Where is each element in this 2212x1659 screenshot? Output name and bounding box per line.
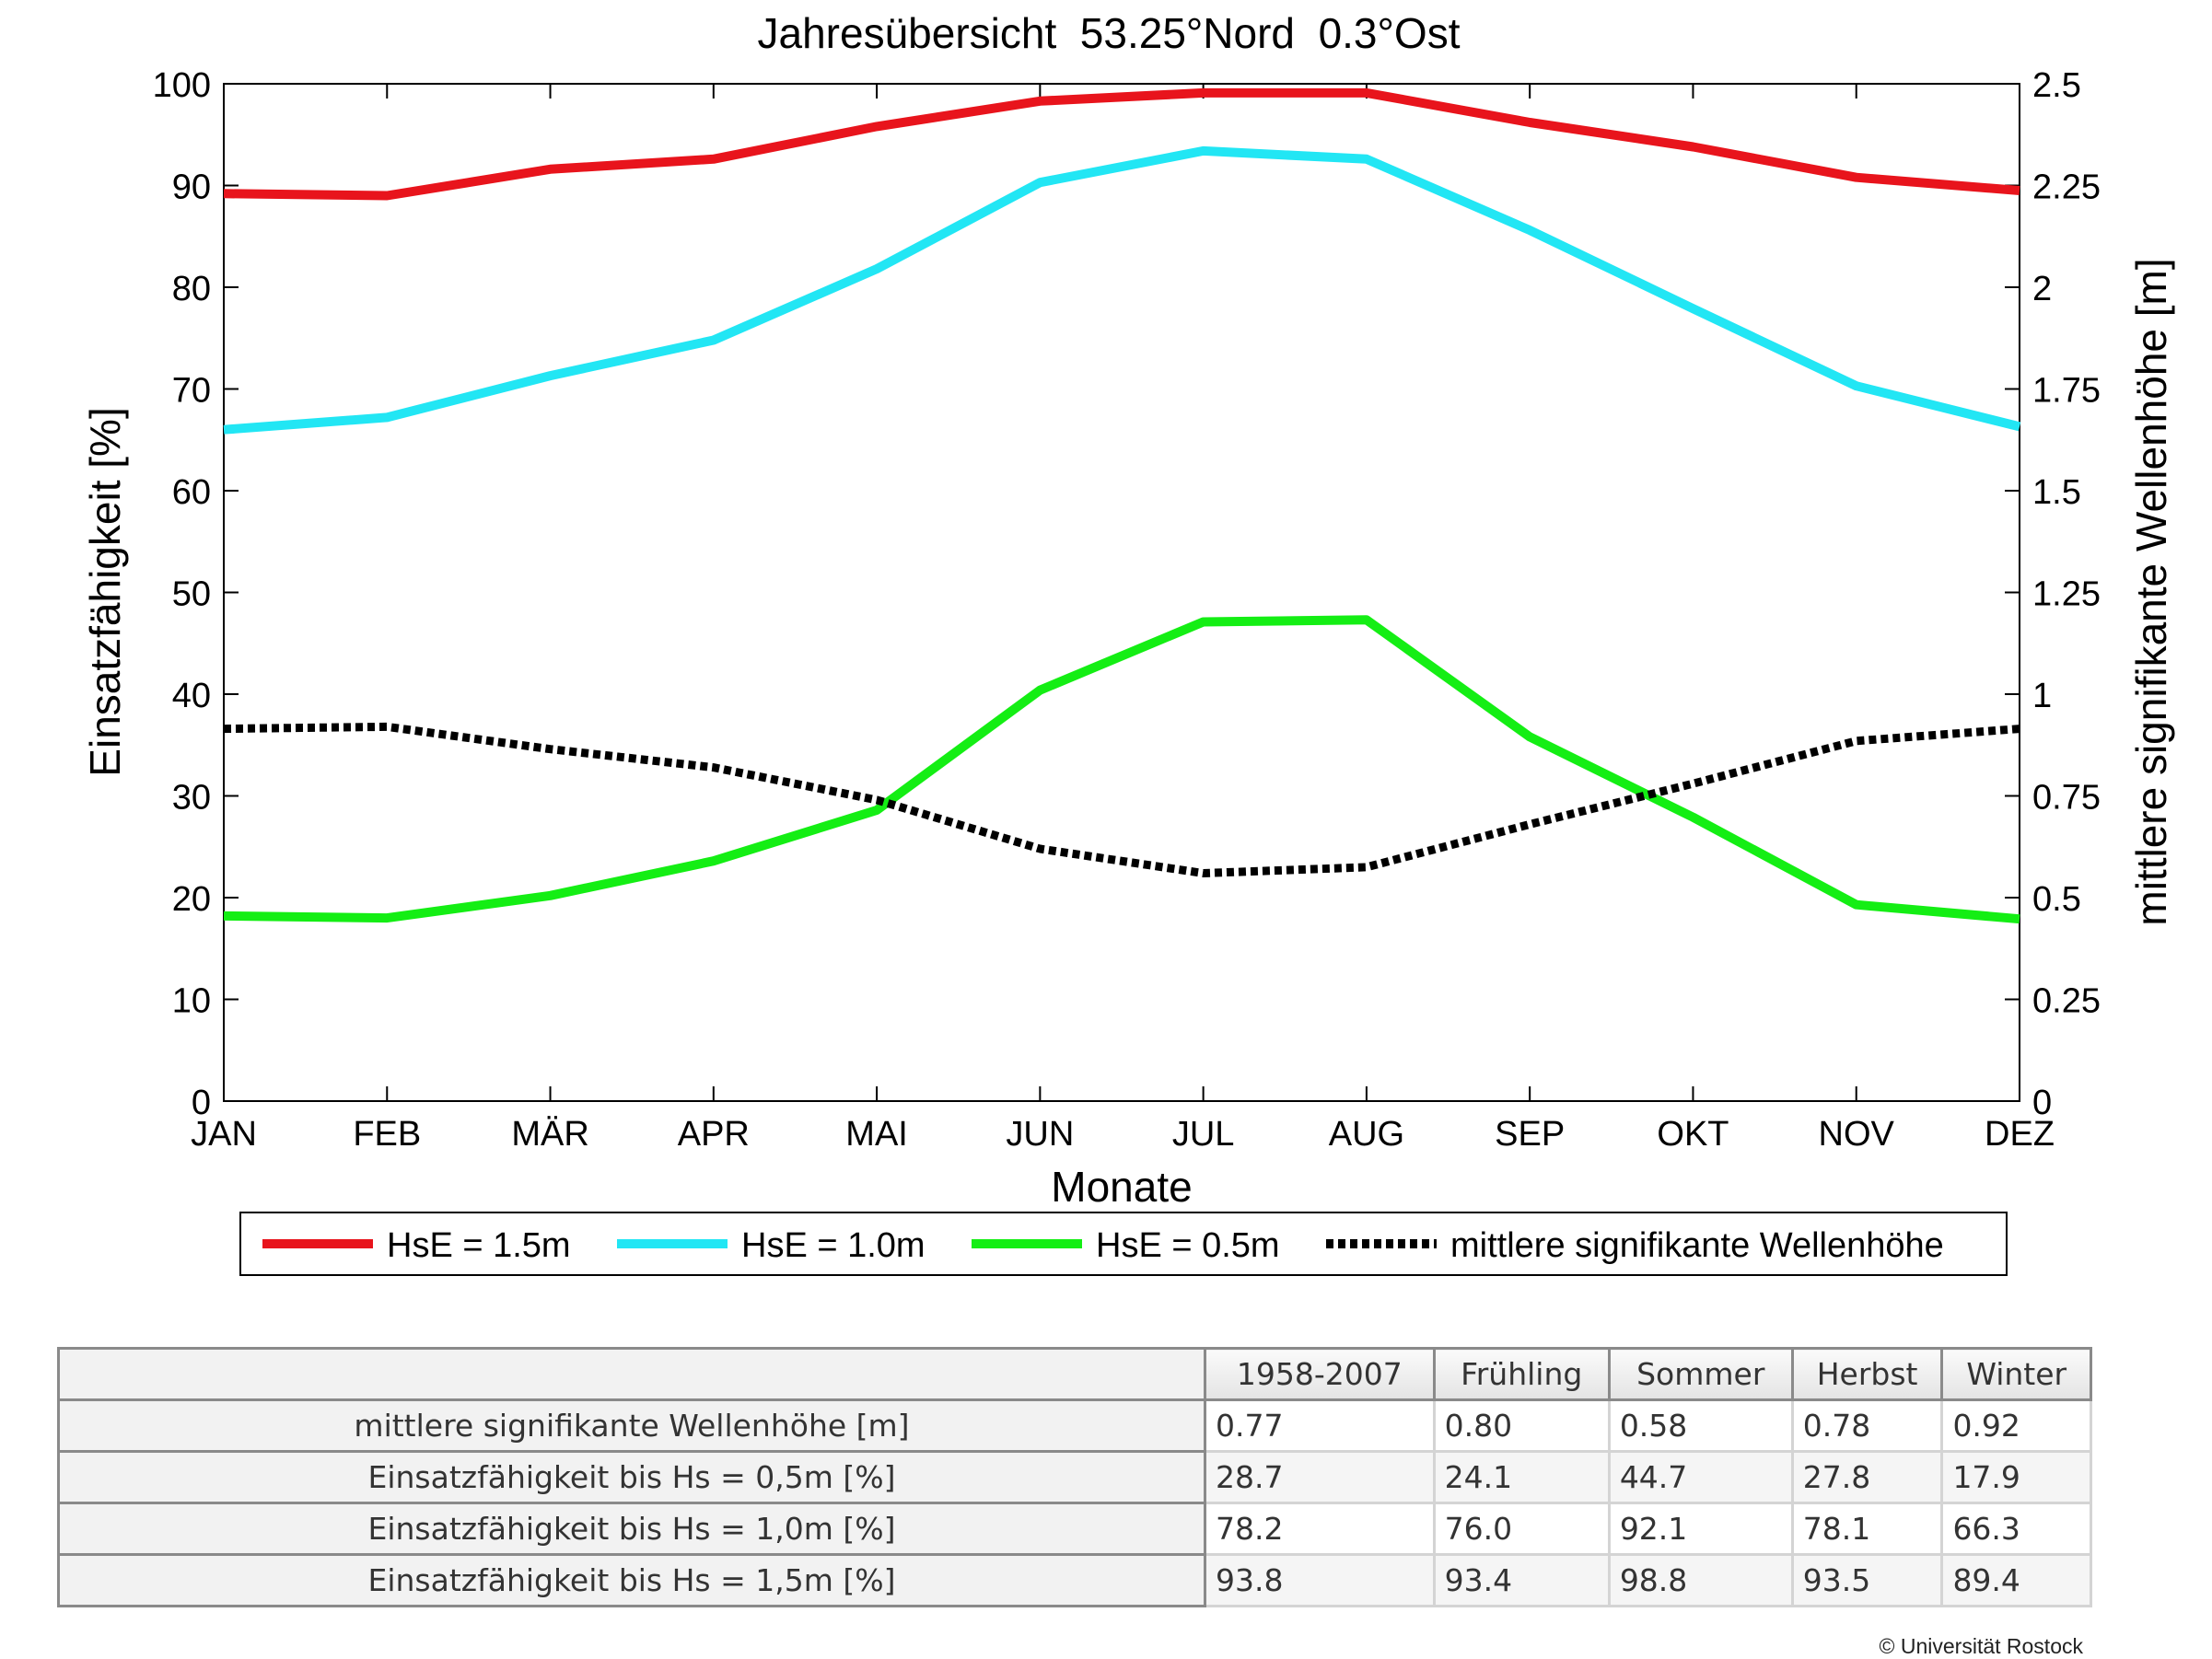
- y-tick-label: 40: [172, 677, 211, 715]
- table-row: Einsatzfähigkeit bis Hs = 0,5m [%] 28.7 …: [57, 1450, 2092, 1504]
- table-cell: 24.1: [1432, 1450, 1611, 1504]
- table-header: Winter: [1940, 1347, 2092, 1401]
- x-tick-label: MÄR: [511, 1115, 588, 1154]
- table-cell: 93.8: [1204, 1553, 1436, 1607]
- x-axis-ticks: JAN FEB MÄR APR MAI JUN JUL AUG SEP OKT NOV DEZ: [191, 84, 2055, 1154]
- x-tick-label: DEZ: [1985, 1115, 2055, 1154]
- table-cell: 98.8: [1607, 1553, 1794, 1607]
- y2-tick-label: 0.25: [2032, 982, 2101, 1021]
- x-tick-label: JUN: [1006, 1115, 1074, 1154]
- y-tick-label: 30: [172, 779, 211, 818]
- table-corner: [57, 1347, 1206, 1401]
- legend-label: mittlere signifikante Wellenhöhe: [1450, 1226, 1944, 1265]
- copyright-notice: © Universität Rostock: [1879, 1634, 2083, 1658]
- table-cell: 17.9: [1940, 1450, 2092, 1504]
- y2-tick-label: 2: [2032, 270, 2052, 308]
- x-tick-label: FEB: [353, 1115, 421, 1154]
- table-cell: 44.7: [1607, 1450, 1794, 1504]
- legend-label: HsE = 1.5m: [387, 1226, 571, 1265]
- y2-tick-label: 1.75: [2032, 372, 2101, 411]
- x-axis-label: Monate: [1051, 1163, 1192, 1211]
- table-cell: 76.0: [1432, 1502, 1611, 1556]
- table-cell: 89.4: [1940, 1553, 2092, 1607]
- y-axis-label: Einsatzfähigkeit [%]: [81, 407, 129, 776]
- y2-tick-label: 0: [2032, 1084, 2052, 1122]
- legend-box: [239, 1212, 2008, 1276]
- y2-tick-label: 1: [2032, 677, 2052, 715]
- y2-tick-label: 2.25: [2032, 168, 2101, 207]
- table-cell: 27.8: [1790, 1450, 1944, 1504]
- y2-tick-label: 0.5: [2032, 880, 2081, 919]
- table-cell: 78.2: [1204, 1502, 1436, 1556]
- x-tick-label: APR: [678, 1115, 750, 1154]
- series-line: [223, 145, 2021, 435]
- y-tick-label: 100: [153, 66, 211, 105]
- y-tick-label: 60: [172, 473, 211, 512]
- series-line: [223, 722, 2020, 877]
- series-lines: [223, 87, 2021, 924]
- y2-tick-label: 2.5: [2032, 66, 2081, 105]
- row-label: Einsatzfähigkeit bis Hs = 1,5m [%]: [57, 1553, 1206, 1607]
- table-cell: 0.77: [1204, 1398, 1436, 1453]
- y-tick-label: 20: [172, 880, 211, 919]
- table-cell: 28.7: [1204, 1450, 1436, 1504]
- y2-axis-label: mittlere signifikante Wellenhöhe [m]: [2127, 258, 2175, 925]
- x-tick-label: SEP: [1495, 1115, 1565, 1154]
- table-row: Einsatzfähigkeit bis Hs = 1,5m [%] 93.8 …: [57, 1553, 2092, 1607]
- legend-label: HsE = 0.5m: [1096, 1226, 1280, 1265]
- table-row: Einsatzfähigkeit bis Hs = 1,0m [%] 78.2 …: [57, 1502, 2092, 1556]
- x-tick-label: JAN: [191, 1115, 257, 1154]
- table-cell: 66.3: [1940, 1502, 2092, 1556]
- x-tick-label: MAI: [845, 1115, 908, 1154]
- table-cell: 93.4: [1432, 1553, 1611, 1607]
- table-header: 1958-2007: [1204, 1347, 1436, 1401]
- x-tick-label: JUL: [1172, 1115, 1235, 1154]
- summary-table: 1958-2007 Frühling Sommer Herbst Winter …: [57, 1347, 2092, 1607]
- y2-tick-label: 0.75: [2032, 779, 2101, 818]
- x-tick-label: OKT: [1657, 1115, 1729, 1154]
- y-tick-label: 10: [172, 982, 211, 1021]
- table-cell: 93.5: [1790, 1553, 1944, 1607]
- y2-tick-label: 1.5: [2032, 473, 2081, 512]
- x-tick-label: AUG: [1329, 1115, 1404, 1154]
- table-cell: 0.58: [1607, 1398, 1794, 1453]
- legend: HsE = 1.5m HsE = 1.0m HsE = 0.5m mittlere s…: [262, 1226, 1944, 1265]
- plot-area: [223, 83, 2020, 1102]
- y-tick-label: 90: [172, 168, 211, 207]
- y-tick-label: 0: [192, 1084, 211, 1122]
- table-header-row: 1958-2007 Frühling Sommer Herbst Winter: [57, 1347, 2092, 1401]
- y-axis-ticks: 0 10 20 30 40 50 60 70 80 90 100: [153, 66, 2020, 1122]
- table-cell: 92.1: [1607, 1502, 1794, 1556]
- table-cell: 0.80: [1432, 1398, 1611, 1453]
- table-cell: 0.92: [1940, 1398, 2092, 1453]
- table-cell: 0.78: [1790, 1398, 1944, 1453]
- y2-axis-ticks: 0 0.25 0.5 0.75 1 1.25 1.5 1.75 2 2.25 2.5: [2032, 66, 2101, 1122]
- series-line: [223, 87, 2020, 201]
- series-line: [223, 615, 2020, 924]
- table-row: mittlere signifikante Wellenhöhe [m] 0.7…: [57, 1398, 2092, 1453]
- table-header: Frühling: [1432, 1347, 1611, 1401]
- row-label: mittlere signifikante Wellenhöhe [m]: [57, 1398, 1206, 1453]
- chart: Jahresübersicht 53.25°Nord 0.3°Ost 01020…: [81, 9, 2175, 1276]
- y-tick-label: 70: [172, 372, 211, 411]
- row-label: Einsatzfähigkeit bis Hs = 1,0m [%]: [57, 1502, 1206, 1556]
- legend-label: HsE = 1.0m: [741, 1226, 926, 1265]
- x-tick-label: NOV: [1819, 1115, 1895, 1154]
- table-header: Herbst: [1790, 1347, 1944, 1401]
- y-tick-label: 50: [172, 575, 211, 614]
- row-label: Einsatzfähigkeit bis Hs = 0,5m [%]: [57, 1450, 1206, 1504]
- y-tick-label: 80: [172, 270, 211, 308]
- table-cell: 78.1: [1790, 1502, 1944, 1556]
- y2-tick-label: 1.25: [2032, 575, 2101, 614]
- table-header: Sommer: [1607, 1347, 1794, 1401]
- chart-title: Jahresübersicht 53.25°Nord 0.3°Ost: [758, 9, 1461, 57]
